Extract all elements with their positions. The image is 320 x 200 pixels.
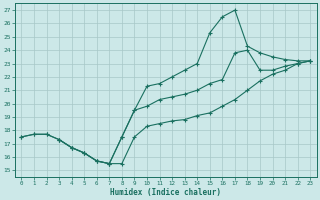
X-axis label: Humidex (Indice chaleur): Humidex (Indice chaleur) [110,188,221,197]
